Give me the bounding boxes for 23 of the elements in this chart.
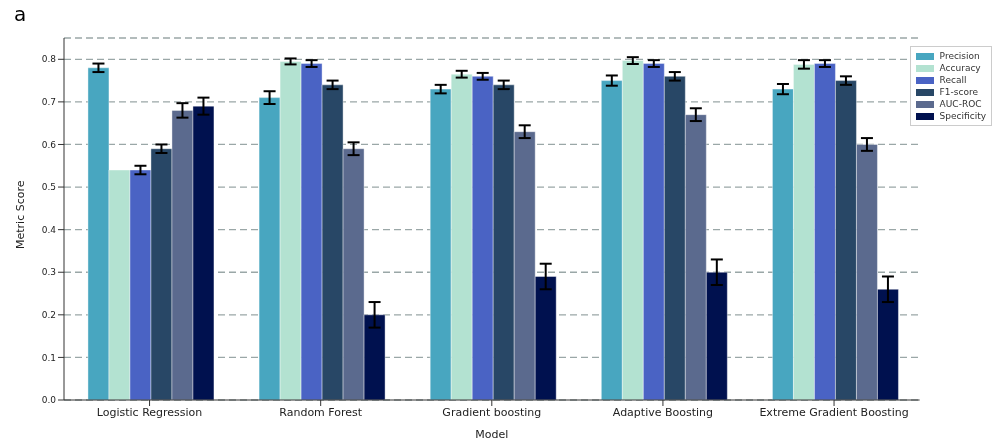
- y-tick-label: 0.8: [41, 54, 57, 65]
- legend-label: AUC-ROC: [939, 98, 982, 110]
- x-tick-label: Logistic Regression: [96, 405, 203, 419]
- legend-label: Accuracy: [939, 62, 981, 74]
- x-tick-label: Extreme Gradient Boosting: [759, 405, 909, 419]
- text: a: [14, 2, 27, 26]
- legend-label: Recall: [939, 74, 967, 86]
- x-tick-label: Gradient boosting: [442, 405, 542, 419]
- x-axis-title: Model: [475, 428, 509, 441]
- y-tick-label: 0.4: [41, 224, 57, 235]
- y-tick-label: 0.5: [41, 182, 56, 193]
- y-tick-label: 0.0: [41, 395, 57, 406]
- y-tick-label: 0.7: [41, 97, 56, 108]
- y-tick-label: 0.1: [41, 352, 56, 363]
- y-tick-label: 0.3: [41, 267, 56, 278]
- legend-label: F1-score: [939, 86, 978, 98]
- y-axis-title: Metric Score: [13, 180, 27, 249]
- y-tick-label: 0.6: [41, 139, 57, 150]
- y-tick-label: 0.2: [41, 310, 56, 321]
- legend-label: Specificity: [939, 110, 986, 122]
- legend-label: Precision: [939, 50, 980, 62]
- x-tick-label: Adaptive Boosting: [612, 405, 714, 419]
- x-tick-label: Random Forest: [279, 405, 363, 419]
